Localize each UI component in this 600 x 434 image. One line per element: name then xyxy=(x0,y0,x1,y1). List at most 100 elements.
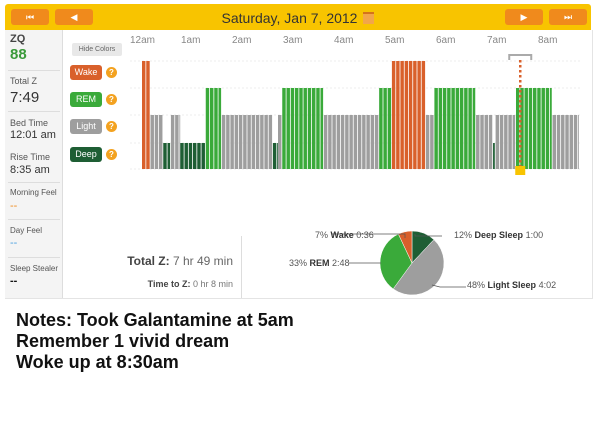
sleep-stealer-value[interactable]: -- xyxy=(10,275,18,287)
epoch-bar-wake xyxy=(417,61,421,169)
epoch-bar-light xyxy=(278,115,282,169)
epoch-bar-light xyxy=(247,115,251,169)
notes-line: Remember 1 vivid dream xyxy=(16,331,230,351)
hour-label: 6am xyxy=(436,35,456,46)
epoch-bar-rem xyxy=(320,88,324,169)
help-icon[interactable]: ? xyxy=(106,94,117,105)
epoch-bar-rem xyxy=(295,88,299,169)
hour-label: 2am xyxy=(232,35,252,46)
epoch-bar-light xyxy=(476,115,480,169)
epoch-bar-light xyxy=(357,115,362,169)
pie-label: 48% Light Sleep 4:02 xyxy=(467,280,556,290)
epoch-bar-wake xyxy=(146,61,150,169)
epoch-bar-rem xyxy=(438,88,443,169)
epoch-bar-rem xyxy=(464,88,468,169)
epoch-bar-light xyxy=(512,115,516,169)
legend-light[interactable]: Light xyxy=(70,119,102,134)
epoch-bar-rem xyxy=(312,88,316,169)
epoch-bar-rem xyxy=(290,88,295,169)
epoch-bar-light xyxy=(552,115,556,169)
previous-night-button[interactable]: ◀ xyxy=(55,9,93,25)
epoch-bar-rem xyxy=(442,88,447,169)
pie-label: 7% Wake 0:36 xyxy=(315,230,374,240)
epoch-bar-light xyxy=(243,115,247,169)
epoch-bar-light xyxy=(230,115,234,169)
day-feel-value[interactable]: -- xyxy=(10,237,18,249)
help-icon[interactable]: ? xyxy=(106,149,117,160)
bed-time-value: 12:01 am xyxy=(10,129,56,141)
date-header: ⏮ ◀ Saturday, Jan 7, 2012 ▶ ⏭ xyxy=(5,4,591,30)
epoch-bar-deep xyxy=(163,143,167,169)
epoch-bar-deep xyxy=(201,143,205,169)
pie-pct: 48% xyxy=(467,280,486,290)
epoch-bar-rem xyxy=(537,88,541,169)
epoch-bar-light xyxy=(578,115,579,169)
morning-feel-label: Morning Feel xyxy=(10,188,57,197)
epoch-bar-rem xyxy=(516,88,520,169)
pie-leader-line xyxy=(431,284,466,288)
hour-label: 3am xyxy=(283,35,303,46)
epoch-bar-light xyxy=(488,115,493,169)
last-night-button[interactable]: ⏭ xyxy=(549,9,587,25)
epoch-bar-rem xyxy=(307,88,312,169)
morning-feel-value[interactable]: -- xyxy=(10,200,18,212)
epoch-bar-rem xyxy=(455,88,460,169)
sidebar: ZQ 88 Total Z 7:49 Bed Time 12:01 am Ris… xyxy=(5,30,63,298)
epoch-bar-deep xyxy=(272,143,277,169)
help-icon[interactable]: ? xyxy=(106,121,117,132)
epoch-bar-deep xyxy=(184,143,188,169)
epoch-bar-rem xyxy=(447,88,451,169)
epoch-bar-deep xyxy=(277,143,278,169)
epoch-bar-light xyxy=(345,115,349,169)
epoch-bar-rem xyxy=(434,88,438,169)
divider xyxy=(241,236,242,298)
epoch-bar-rem xyxy=(528,88,533,169)
pie-leader-line xyxy=(414,234,442,237)
epoch-bar-rem xyxy=(520,88,524,169)
pie-time: 1:00 xyxy=(525,230,544,240)
hide-colors-button[interactable]: Hide Colors xyxy=(72,43,122,56)
pie-pct: 7% xyxy=(315,230,329,240)
first-night-button[interactable]: ⏮ xyxy=(11,9,49,25)
time-to-z-value: 0 hr 8 min xyxy=(192,279,233,289)
legend-deep[interactable]: Deep xyxy=(70,147,102,162)
epoch-bar-deep xyxy=(188,143,193,169)
calendar-icon[interactable] xyxy=(363,12,375,24)
epoch-bar-wake xyxy=(408,61,413,169)
epoch-bar-deep xyxy=(193,143,197,169)
epoch-bar-rem xyxy=(383,88,387,169)
epoch-bar-light xyxy=(561,115,565,169)
epoch-bar-light xyxy=(556,115,561,169)
date-title: Saturday, Jan 7, 2012 xyxy=(5,10,591,26)
epoch-bar-light xyxy=(234,115,239,169)
total-z-summary-value: 7 hr 49 min xyxy=(172,254,233,268)
help-icon[interactable]: ? xyxy=(106,67,117,78)
epoch-bar-rem xyxy=(524,88,528,169)
total-z-label: Total Z xyxy=(10,76,38,86)
epoch-bar-light xyxy=(221,115,226,169)
epoch-bar-light xyxy=(366,115,370,169)
hour-label: 7am xyxy=(487,35,507,46)
pie-slice-light-sleep xyxy=(392,239,445,296)
epoch-bar-wake xyxy=(413,61,417,169)
bed-time-label: Bed Time xyxy=(10,118,49,128)
pie-name: REM xyxy=(309,258,330,268)
pie-time: 2:48 xyxy=(332,258,350,268)
notes-line: Notes: Took Galantamine at 5am xyxy=(16,310,294,330)
cursor-drag-handle xyxy=(515,166,526,175)
epoch-bar-deep xyxy=(167,143,171,169)
epoch-bar-light xyxy=(226,115,230,169)
next-night-button[interactable]: ▶ xyxy=(505,9,543,25)
legend-wake[interactable]: Wake xyxy=(70,65,102,80)
epoch-bar-light xyxy=(362,115,366,169)
zq-label: ZQ xyxy=(10,33,26,45)
legend-rem[interactable]: REM xyxy=(70,92,102,107)
epoch-bar-rem xyxy=(379,88,383,169)
epoch-bar-light xyxy=(484,115,488,169)
hour-label: 8am xyxy=(538,35,558,46)
epoch-bar-rem xyxy=(451,88,455,169)
pie-name: Deep Sleep xyxy=(474,230,524,240)
epoch-bar-rem xyxy=(316,88,320,169)
epoch-bar-light xyxy=(260,115,264,169)
total-z-value: 7:49 xyxy=(10,89,40,106)
